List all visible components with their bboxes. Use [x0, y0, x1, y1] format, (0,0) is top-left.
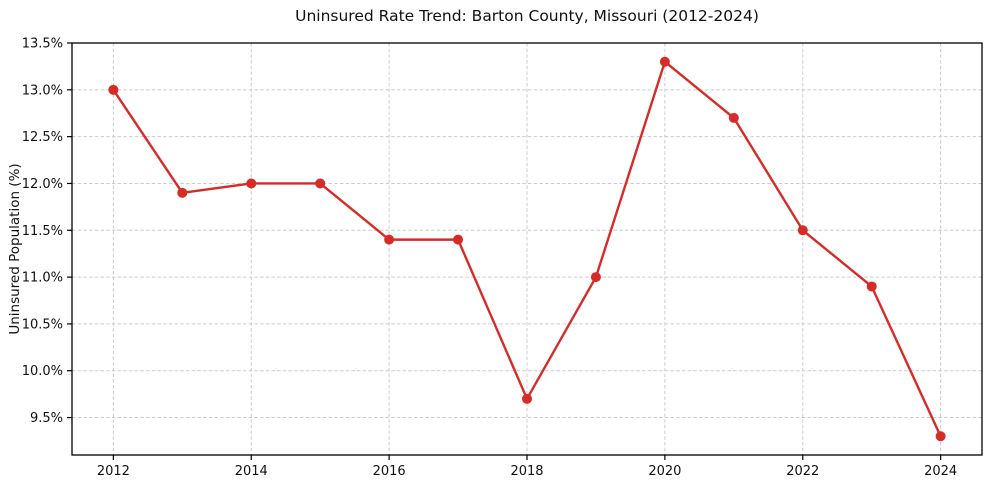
y-tick-label: 13.5% — [22, 37, 63, 52]
data-point-marker — [384, 234, 395, 245]
data-point-marker — [590, 272, 601, 283]
y-tick-label: 12.0% — [22, 177, 63, 192]
y-tick-label: 11.0% — [22, 271, 63, 286]
y-tick-label: 12.5% — [22, 130, 63, 145]
y-tick-label: 13.0% — [22, 83, 63, 98]
data-point-marker — [453, 234, 464, 245]
x-tick-label: 2018 — [510, 464, 543, 479]
y-tick-label: 10.0% — [22, 364, 63, 379]
data-point-marker — [108, 84, 119, 95]
y-tick-label: 11.5% — [22, 224, 63, 239]
x-tick-label: 2012 — [97, 464, 130, 479]
data-point-marker — [659, 56, 670, 67]
x-tick-label: 2022 — [786, 464, 819, 479]
x-tick-label: 2024 — [924, 464, 957, 479]
data-point-marker — [728, 112, 739, 123]
data-point-marker — [177, 187, 188, 198]
chart-title: Uninsured Rate Trend: Barton County, Mis… — [295, 7, 759, 25]
data-point-marker — [935, 431, 946, 442]
data-point-marker — [522, 393, 532, 404]
data-point-marker — [797, 225, 808, 236]
y-tick-label: 10.5% — [22, 317, 63, 332]
x-tick-label: 2016 — [373, 464, 406, 479]
data-point-marker — [315, 178, 326, 189]
x-tick-label: 2020 — [648, 464, 681, 479]
data-point-marker — [246, 178, 257, 189]
data-point-marker — [866, 281, 877, 292]
x-tick-label: 2014 — [235, 464, 268, 479]
y-tick-label: 9.5% — [30, 411, 63, 426]
